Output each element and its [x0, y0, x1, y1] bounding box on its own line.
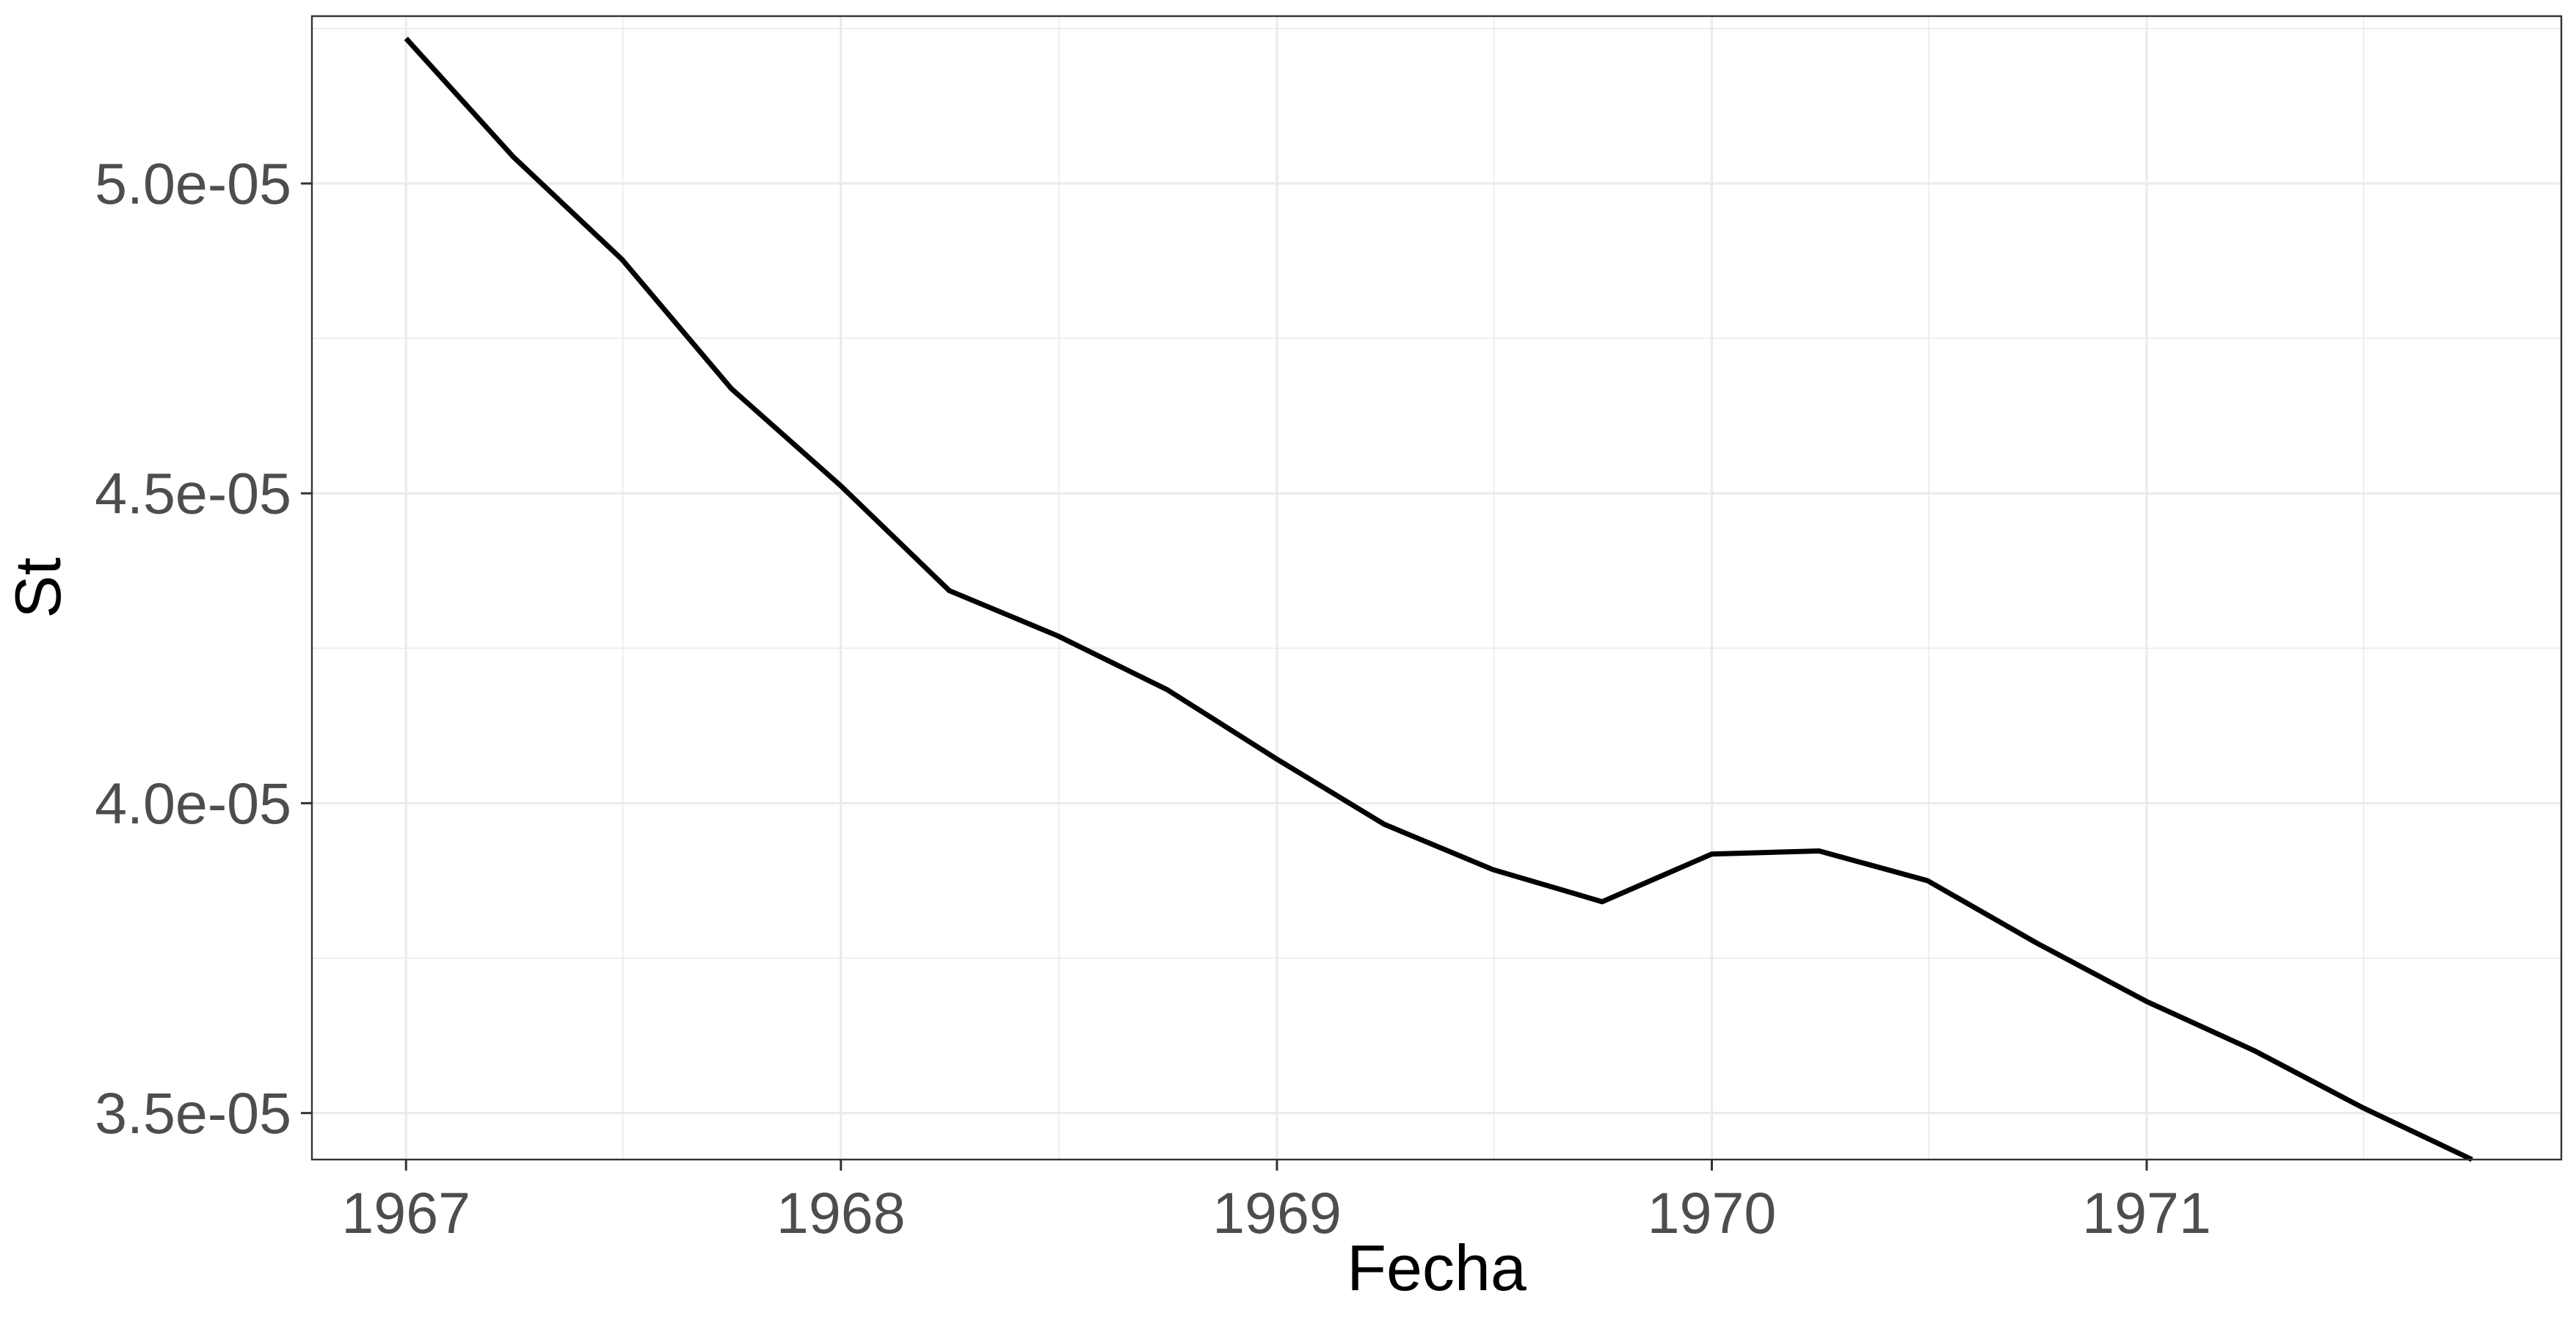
x-tick-label: 1970 [1648, 1180, 1777, 1245]
x-tick-label: 1971 [2082, 1180, 2211, 1245]
x-tick-label: 1967 [341, 1180, 470, 1245]
major-gridlines [312, 16, 2561, 1160]
series-layer [404, 37, 2473, 1162]
y-axis-title: St [1, 557, 74, 618]
y-tick-label: 4.5e-05 [95, 461, 291, 526]
x-tick-label: 1969 [1212, 1180, 1342, 1245]
x-tick-labels: 1967 1968 1969 1970 1971 [341, 1180, 2211, 1245]
y-tick-labels: 3.5e-05 4.0e-05 4.5e-05 5.0e-05 [95, 151, 291, 1146]
series-line [404, 37, 2473, 1162]
y-tick-label: 3.5e-05 [95, 1080, 291, 1146]
x-tick-label: 1968 [776, 1180, 906, 1245]
axis-ticks [301, 182, 2148, 1171]
panel-border [310, 15, 2563, 1161]
y-tick-label: 5.0e-05 [95, 151, 291, 216]
y-tick-label: 4.0e-05 [95, 771, 291, 836]
x-axis-title: Fecha [1347, 1231, 1527, 1304]
